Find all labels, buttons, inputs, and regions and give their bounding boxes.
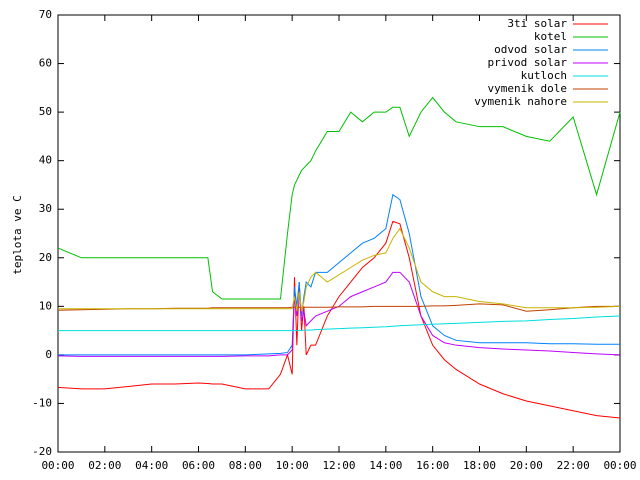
y-tick-label: 30 (39, 202, 52, 215)
series-line (58, 193, 620, 356)
x-tick-label: 06:00 (182, 459, 215, 472)
series-line (58, 315, 621, 332)
legend-label: vymenik dole (488, 82, 567, 95)
x-tick-label: 18:00 (463, 459, 496, 472)
y-axis-label: teplota ve C (11, 195, 24, 274)
y-tick-label: 10 (39, 299, 52, 312)
x-tick-label: 08:00 (229, 459, 262, 472)
series-line (57, 220, 621, 419)
x-tick-label: 10:00 (276, 459, 309, 472)
legend-label: kotel (534, 30, 567, 43)
x-tick-label: 04:00 (135, 459, 168, 472)
legend-label: vymenik nahore (474, 95, 567, 108)
legend-label: 3ti solar (507, 17, 567, 30)
x-tick-label: 16:00 (416, 459, 449, 472)
y-tick-label: 50 (39, 105, 52, 118)
legend-label: privod solar (488, 56, 568, 69)
x-tick-label: 02:00 (88, 459, 121, 472)
x-tick-label: 00:00 (41, 459, 74, 472)
x-tick-label: 20:00 (510, 459, 543, 472)
y-tick-label: 20 (39, 251, 52, 264)
y-tick-label: 70 (39, 8, 52, 21)
legend-label: kutloch (521, 69, 567, 82)
series-line (58, 227, 621, 312)
series-line (57, 271, 621, 357)
y-tick-label: 60 (39, 57, 52, 70)
y-tick-label: -20 (32, 445, 52, 458)
x-tick-label: 00:00 (603, 459, 636, 472)
x-tick-label: 22:00 (557, 459, 590, 472)
x-tick-label: 12:00 (322, 459, 355, 472)
series-line (57, 96, 621, 300)
x-tick-label: 14:00 (369, 459, 402, 472)
y-tick-label: -10 (32, 396, 52, 409)
y-tick-label: 40 (39, 154, 52, 167)
legend-label: odvod solar (494, 43, 567, 56)
y-tick-label: 0 (45, 348, 52, 361)
